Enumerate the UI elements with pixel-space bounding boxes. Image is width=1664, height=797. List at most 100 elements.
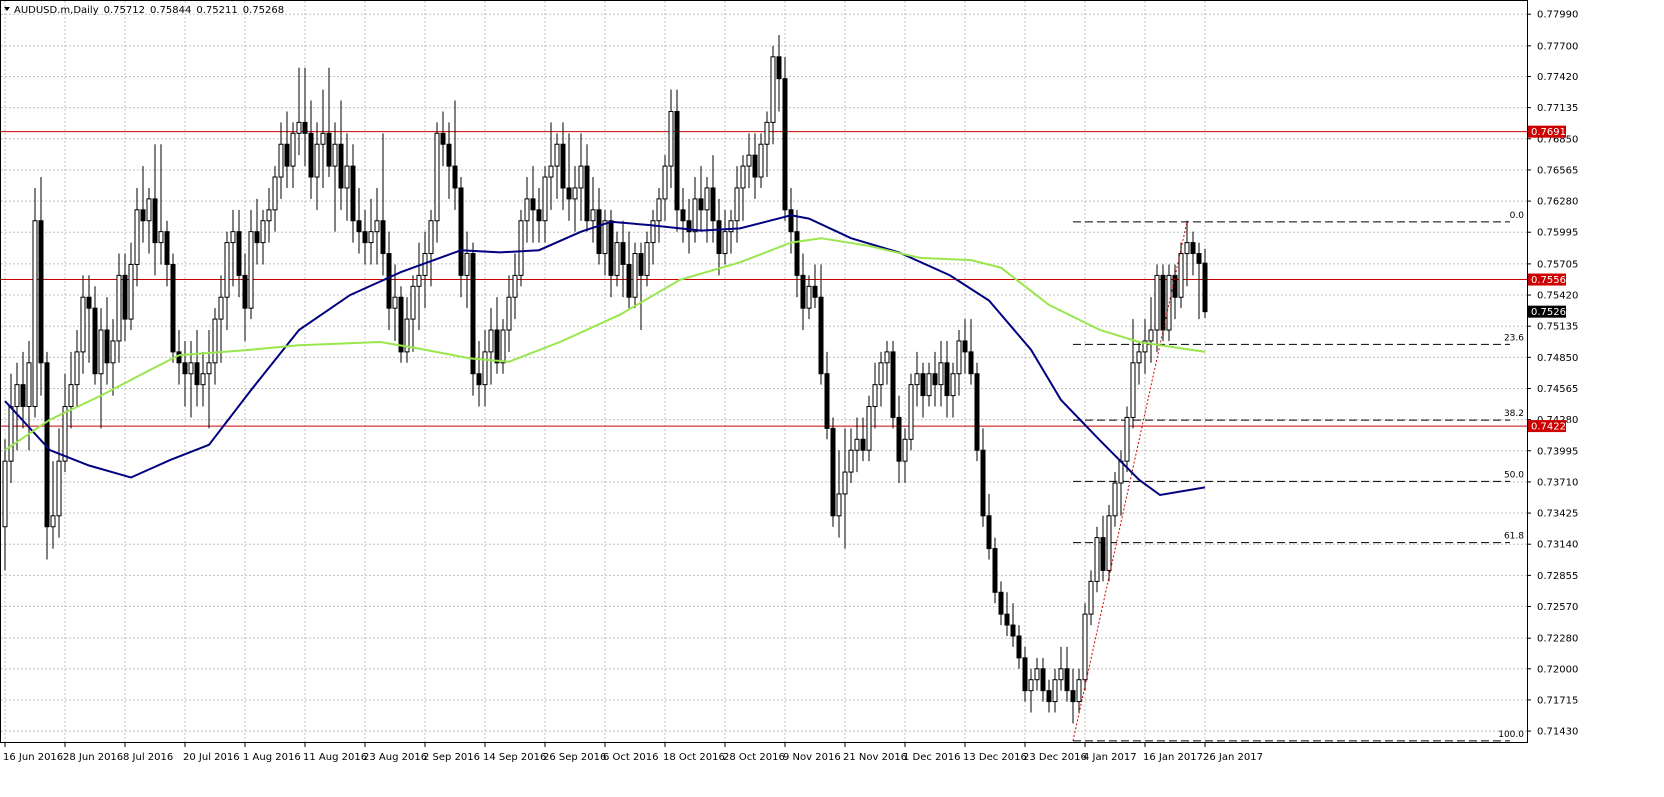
candle-body: [470, 253, 476, 375]
candle-body: [584, 165, 590, 222]
candle-body: [1136, 351, 1142, 364]
moving-average: [4, 237, 1206, 452]
candle-body: [656, 198, 662, 222]
candle-body: [38, 220, 44, 364]
y-tick-label: 0.73710: [1537, 477, 1578, 488]
candle-body: [476, 373, 482, 386]
fib-trend-line: [1072, 221, 1188, 742]
menu-arrow: [4, 7, 10, 11]
y-tick-label: 0.77420: [1537, 72, 1578, 83]
candle-body: [1040, 668, 1046, 692]
candle-body: [518, 220, 524, 276]
candle-body: [224, 242, 230, 298]
x-tick-label: 26 Jan 2017: [1203, 752, 1263, 763]
candle-body: [494, 329, 500, 364]
candle-body: [392, 296, 398, 309]
candle-body: [134, 209, 140, 265]
level-price-label: 0.76915: [1531, 127, 1572, 138]
candle-body: [692, 198, 698, 233]
candle-body: [344, 165, 350, 189]
candle-body: [368, 231, 374, 244]
level-price-box: [1528, 420, 1566, 433]
candle-body: [128, 263, 134, 320]
candle-body: [1094, 537, 1100, 582]
candle-body: [452, 165, 458, 189]
candle-body: [938, 362, 944, 386]
candle-body: [848, 449, 854, 473]
candle-body: [680, 209, 686, 222]
candle-body: [728, 220, 734, 233]
x-tick-label: 14 Sep 2016: [483, 752, 546, 763]
y-tick-label: 0.76850: [1537, 134, 1578, 145]
candle-body: [146, 198, 152, 222]
candle-body: [806, 285, 812, 309]
candle-body: [1022, 657, 1028, 692]
candle-body: [8, 406, 14, 462]
candle-body: [464, 253, 470, 276]
candle-body: [20, 384, 26, 408]
y-tick-label: 0.74565: [1537, 384, 1578, 395]
candle-body: [1046, 690, 1052, 703]
candle-body: [572, 187, 578, 200]
last-close: 0.75268: [243, 5, 284, 16]
candle-body: [434, 132, 440, 222]
candle-body: [350, 165, 356, 222]
candle-body: [614, 242, 620, 276]
candle-body: [794, 231, 800, 276]
candle-body: [830, 427, 836, 517]
candle-body: [398, 296, 404, 353]
candle-body: [158, 231, 164, 244]
candle-body: [290, 132, 296, 167]
candle-body: [92, 307, 98, 375]
moving-average: [4, 214, 1206, 497]
candle-body: [1010, 624, 1016, 637]
candle-body: [68, 384, 74, 408]
candle-body: [1070, 690, 1076, 703]
y-tick-label: 0.72855: [1537, 571, 1578, 582]
candle-body: [284, 143, 290, 167]
candle-body: [812, 285, 818, 298]
candle-body: [26, 362, 32, 408]
candle-body: [1178, 253, 1184, 298]
candle-body: [218, 296, 224, 320]
candle-body: [1118, 460, 1124, 484]
candle-body: [80, 296, 86, 353]
fib-level-label: 100.0: [1498, 730, 1524, 740]
candle-body: [1004, 613, 1010, 626]
candle-body: [740, 165, 746, 189]
candle-body: [980, 449, 986, 517]
candle-body: [1184, 242, 1190, 255]
candle-body: [776, 56, 782, 80]
candle-body: [872, 384, 878, 408]
axis-layer: 0.77990 0.77700 0.77420 0.77135 0.76850 0.765…: [3, 10, 1578, 763]
x-tick-label: 1 Dec 2016: [903, 752, 961, 763]
candle-body: [320, 132, 326, 145]
candle-body: [458, 187, 464, 276]
candle-body: [1034, 668, 1040, 681]
fib-level-label: 50.0: [1504, 470, 1524, 480]
x-tick-label: 23 Dec 2016: [1023, 752, 1087, 763]
candle-body: [542, 176, 548, 222]
candle-body: [326, 132, 332, 167]
last-open: 0.75712: [104, 5, 145, 16]
candle-body: [404, 318, 410, 353]
x-tick-label: 6 Oct 2016: [603, 752, 658, 763]
candle-body: [104, 329, 110, 364]
candle-body: [866, 406, 872, 451]
candle-body: [818, 296, 824, 375]
candle-body: [56, 460, 62, 517]
candle-body: [758, 143, 764, 178]
candle-body: [74, 351, 80, 386]
candle-body: [950, 373, 956, 397]
candle-body: [380, 220, 386, 255]
candle-body: [170, 263, 176, 353]
candle-body: [650, 220, 656, 244]
candle-body: [14, 384, 20, 408]
candle-body: [554, 143, 560, 167]
candle-body: [560, 143, 566, 189]
candle-body: [764, 121, 770, 145]
candle-body: [530, 198, 536, 211]
candle-body: [32, 220, 38, 408]
x-tick-label: 28 Jun 2016: [63, 752, 123, 763]
candle-body: [620, 242, 626, 265]
